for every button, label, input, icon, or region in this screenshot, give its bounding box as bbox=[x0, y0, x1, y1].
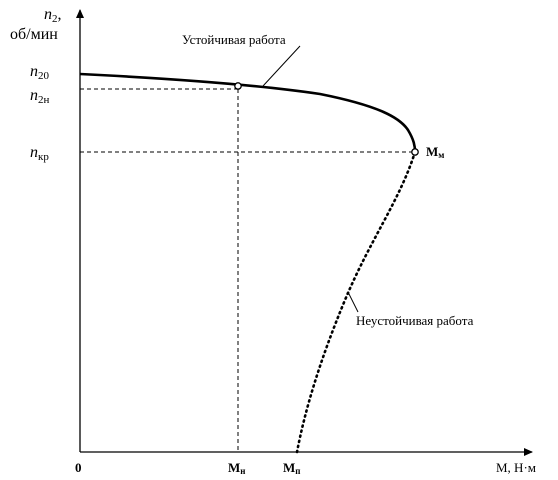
y-axis-unit: об/мин bbox=[10, 26, 58, 43]
nominal-point-marker bbox=[234, 82, 242, 90]
critical-point-marker bbox=[411, 148, 419, 156]
unstable-operation-label: Неустойчивая работа bbox=[356, 313, 474, 328]
nkr-label: nкр bbox=[30, 144, 49, 163]
mn-label: Mн bbox=[228, 460, 245, 476]
unstable-leader-line bbox=[347, 291, 359, 313]
origin-label: 0 bbox=[75, 460, 82, 475]
stable-leader-line bbox=[262, 45, 301, 87]
y-axis-label: n2, bbox=[44, 6, 62, 25]
stable-curve bbox=[79, 72, 417, 153]
x-axis-label: M, Н·м bbox=[496, 460, 536, 475]
unstable-curve bbox=[295, 150, 417, 454]
mm-label: Mм bbox=[426, 144, 444, 160]
n2n-label: n2н bbox=[30, 87, 50, 106]
n20-label: n20 bbox=[30, 63, 50, 82]
stable-operation-label: Устойчивая работа bbox=[182, 32, 286, 47]
mp-label: Mп bbox=[283, 460, 300, 476]
